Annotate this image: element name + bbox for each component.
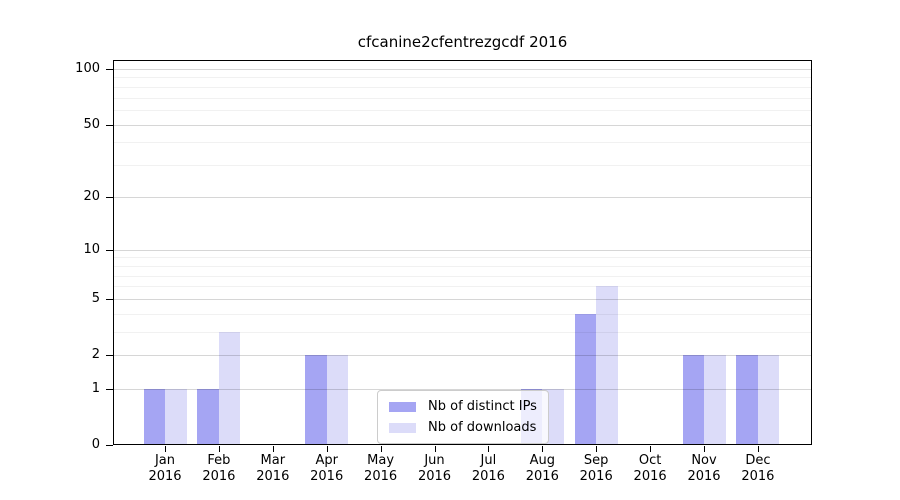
bar-distinct-ips	[197, 388, 219, 445]
x-tick-label: Jul 2016	[471, 453, 505, 484]
bar-downloads	[218, 332, 241, 445]
legend-entry-downloads: Nb of downloads	[389, 420, 537, 435]
legend-label: Nb of downloads	[428, 420, 537, 435]
y-tick	[106, 388, 113, 390]
x-tick	[434, 446, 436, 452]
gridline	[113, 68, 812, 70]
x-tick	[326, 446, 328, 452]
y-tick	[106, 298, 113, 300]
bar-downloads	[596, 286, 618, 445]
bar-downloads	[757, 355, 780, 445]
x-tick-label: Mar 2016	[256, 453, 290, 484]
gridline	[113, 298, 812, 300]
x-tick-label: May 2016	[364, 453, 398, 484]
plot-border	[113, 60, 812, 445]
legend-entry-distinct-ips: Nb of distinct IPs	[389, 399, 537, 414]
gridline	[113, 388, 812, 390]
gridline	[113, 142, 812, 144]
x-tick	[218, 446, 220, 452]
gridline	[113, 165, 812, 167]
y-tick-label: 50	[83, 116, 100, 132]
gridline	[113, 265, 812, 267]
y-tick	[106, 445, 113, 446]
y-tick-label: 5	[91, 290, 100, 306]
legend-swatch-downloads-icon	[389, 422, 416, 433]
y-tick	[106, 196, 113, 198]
x-tick-label: Jun 2016	[417, 453, 452, 484]
gridline	[113, 109, 812, 111]
y-tick-label: 0	[91, 437, 100, 452]
bar-downloads	[326, 355, 349, 445]
gridline	[113, 196, 812, 198]
bar-distinct-ips	[574, 313, 597, 445]
x-tick	[757, 446, 759, 452]
x-tick-label: Jan 2016	[148, 453, 182, 484]
x-tick-label: Aug 2016	[525, 453, 559, 484]
y-tick	[106, 68, 113, 70]
x-tick	[542, 446, 544, 452]
y-tick-label: 1	[91, 380, 100, 396]
x-tick-label: Dec 2016	[741, 453, 775, 484]
y-tick-label: 20	[83, 188, 100, 204]
bar-distinct-ips	[736, 355, 758, 445]
x-tick-label: Feb 2016	[202, 453, 236, 484]
gridline	[113, 257, 812, 259]
bar-downloads	[165, 388, 187, 445]
chart-title: cfcanine2cfentrezgcdf 2016	[357, 33, 568, 51]
gridline	[113, 77, 812, 79]
gridline	[113, 332, 812, 334]
x-tick	[488, 446, 490, 452]
x-tick	[380, 446, 382, 452]
bar-downloads	[704, 355, 726, 445]
y-tick	[106, 124, 113, 126]
x-tick-label: Sep 2016	[579, 453, 613, 484]
bar-distinct-ips	[143, 388, 165, 445]
x-tick-label: Nov 2016	[687, 453, 721, 484]
legend-swatch-distinct-ips-icon	[389, 401, 416, 412]
bar-distinct-ips	[682, 355, 704, 445]
gridline	[113, 286, 812, 288]
gridline	[113, 313, 812, 315]
y-tick-label: 2	[91, 347, 100, 363]
gridline	[113, 249, 812, 251]
legend: Nb of distinct IPs Nb of downloads	[377, 390, 549, 444]
y-tick	[106, 355, 113, 357]
gridline	[113, 97, 812, 99]
x-tick-label: Apr 2016	[310, 453, 344, 484]
legend-label: Nb of distinct IPs	[428, 399, 537, 414]
y-tick	[106, 249, 113, 251]
gridline	[113, 124, 812, 126]
gridline	[113, 355, 812, 357]
x-tick	[704, 446, 705, 452]
gridline	[113, 86, 812, 88]
x-tick	[272, 446, 274, 452]
gridline	[113, 275, 812, 277]
y-tick-label: 100	[75, 60, 100, 76]
x-tick	[165, 446, 166, 452]
x-tick	[650, 446, 652, 452]
bar-distinct-ips	[305, 355, 327, 445]
x-tick	[596, 446, 598, 452]
y-tick-label: 10	[83, 241, 100, 257]
x-tick-label: Oct 2016	[633, 453, 667, 484]
